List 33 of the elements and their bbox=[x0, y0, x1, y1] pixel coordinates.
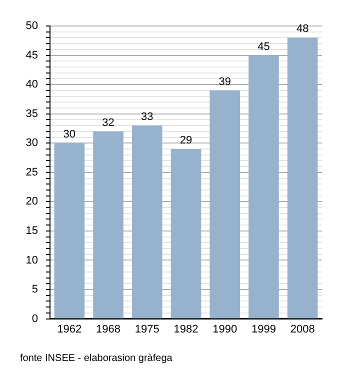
y-tick-label: 40 bbox=[26, 78, 38, 91]
bar bbox=[54, 143, 85, 318]
data-label: 30 bbox=[63, 128, 76, 141]
y-tick-label: 5 bbox=[32, 284, 38, 296]
x-tick-label: 1990 bbox=[212, 323, 238, 336]
data-label: 48 bbox=[296, 23, 309, 36]
bar bbox=[210, 90, 240, 318]
bar bbox=[170, 148, 202, 318]
y-tick-label: 25 bbox=[26, 166, 38, 178]
bar bbox=[132, 126, 162, 318]
data-label: 45 bbox=[258, 40, 270, 53]
bar bbox=[248, 55, 279, 318]
data-label: 33 bbox=[141, 111, 154, 124]
data-label: 32 bbox=[102, 116, 114, 129]
data-label: 29 bbox=[180, 134, 192, 147]
x-tick-label: 1999 bbox=[251, 323, 276, 336]
y-tick-label: 10 bbox=[26, 254, 38, 266]
x-tick-label: 1982 bbox=[174, 323, 198, 336]
y-tick-label: 45 bbox=[26, 49, 38, 62]
x-tick-label: 1975 bbox=[134, 323, 160, 336]
x-tick-label: 1962 bbox=[57, 323, 82, 336]
y-tick-label: 50 bbox=[26, 20, 38, 32]
y-tick-label: 15 bbox=[26, 224, 38, 237]
bar bbox=[287, 38, 318, 318]
y-tick-label: 20 bbox=[26, 196, 38, 208]
bar bbox=[93, 131, 124, 318]
y-tick-label: 35 bbox=[26, 108, 38, 120]
y-tick-label: 30 bbox=[26, 137, 38, 150]
source-note: fonte INSEE - elaborasion gràfega bbox=[20, 353, 172, 364]
x-tick-label: 1968 bbox=[96, 323, 121, 336]
data-label: 39 bbox=[218, 76, 231, 88]
x-tick-label: 2008 bbox=[290, 323, 315, 336]
y-tick-label: 0 bbox=[32, 312, 38, 325]
